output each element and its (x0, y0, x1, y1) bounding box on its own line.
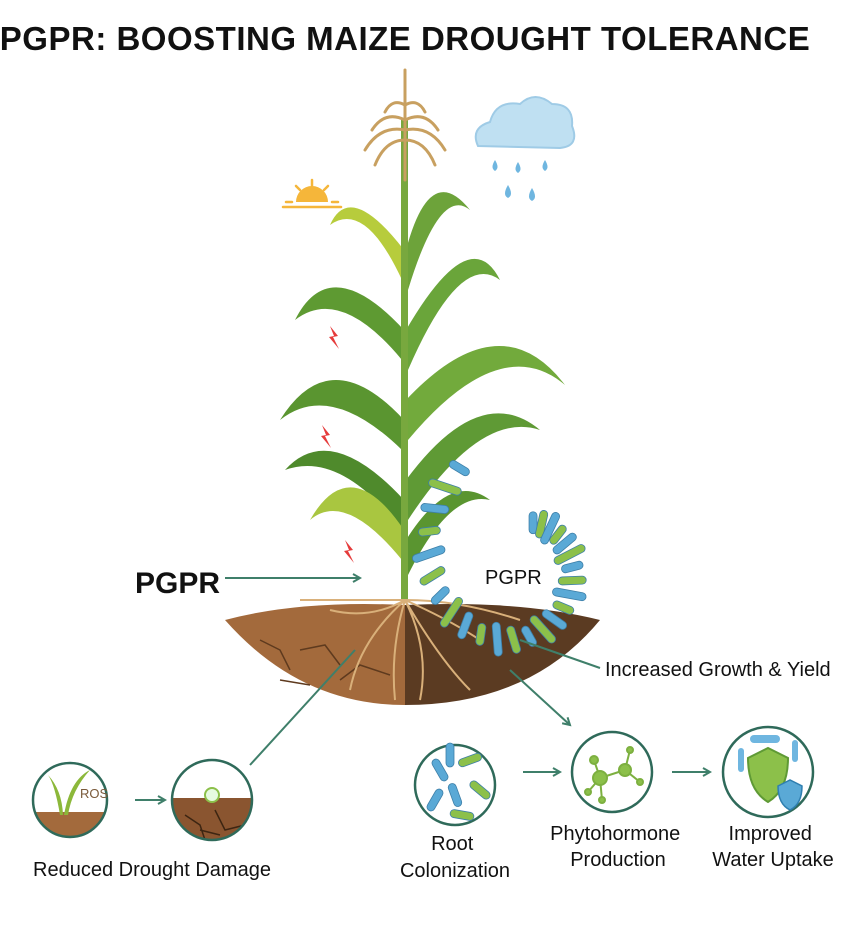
bacterium (449, 809, 475, 821)
bacterium (431, 758, 449, 782)
bacterium (475, 623, 487, 646)
bacterium (428, 478, 462, 496)
pgpr-label-right: PGPR (485, 567, 542, 589)
water-uptake-circle (721, 725, 815, 819)
phytohormone-production-label: Phytohormone Production (550, 823, 686, 871)
bacteria-swirl (412, 460, 587, 657)
pgpr-label-left: PGPR (135, 567, 220, 600)
bacterium (418, 526, 441, 537)
reduced-drought-damage-label: Reduced Drought Damage (33, 859, 271, 881)
protected-root-circle (170, 758, 254, 842)
bacterium (553, 544, 586, 565)
bacterium (506, 625, 521, 654)
molecule-icon (584, 746, 644, 804)
bacterium (552, 532, 577, 555)
sun-icon (281, 178, 343, 209)
ros-label: ROS (80, 786, 109, 801)
bacterium (549, 524, 567, 545)
growth-pointer-line (519, 639, 601, 669)
bacterium (491, 621, 503, 657)
bacterium (426, 788, 444, 812)
bacterium (439, 596, 463, 628)
bacterium (552, 600, 575, 615)
page-title: PGPR: BOOSTING MAIZE DROUGHT TOLERANCE (0, 20, 810, 57)
bacterium (419, 566, 446, 586)
drought-pointer-line (249, 649, 356, 766)
improved-water-uptake-label: Improved Water Uptake (712, 823, 834, 871)
bacterium (430, 586, 450, 605)
bacterium (528, 511, 538, 535)
maize-stem (401, 120, 408, 600)
phytohormone-circle (570, 730, 654, 814)
bacterium (457, 611, 474, 640)
bacterium (420, 503, 450, 514)
bacterium (469, 780, 491, 800)
bacterium (529, 615, 556, 644)
root-colonization-label: Root Colonization (400, 833, 510, 882)
colonization-arrow (509, 669, 570, 725)
bacterium (535, 510, 549, 539)
bacteria-icon (426, 742, 491, 821)
bacterium (561, 560, 584, 574)
stress-lightning-icon (321, 326, 354, 563)
bacterium (540, 512, 561, 545)
bacterium (412, 545, 446, 563)
bacterium (458, 752, 482, 768)
increased-growth-label: Increased Growth & Yield (605, 659, 831, 681)
bacterium (541, 609, 567, 630)
bacterium (447, 783, 463, 807)
shield-icon (746, 746, 803, 811)
bacterium (448, 460, 470, 477)
bacterium (552, 587, 587, 602)
rain-cloud-icon (474, 96, 576, 201)
maize-leaves (280, 192, 565, 575)
bacterium (445, 742, 455, 768)
ros-circle: ROS (31, 761, 109, 839)
bacterium (557, 575, 587, 586)
root-colonization-circle (413, 742, 497, 827)
maize-tassel (363, 68, 447, 182)
